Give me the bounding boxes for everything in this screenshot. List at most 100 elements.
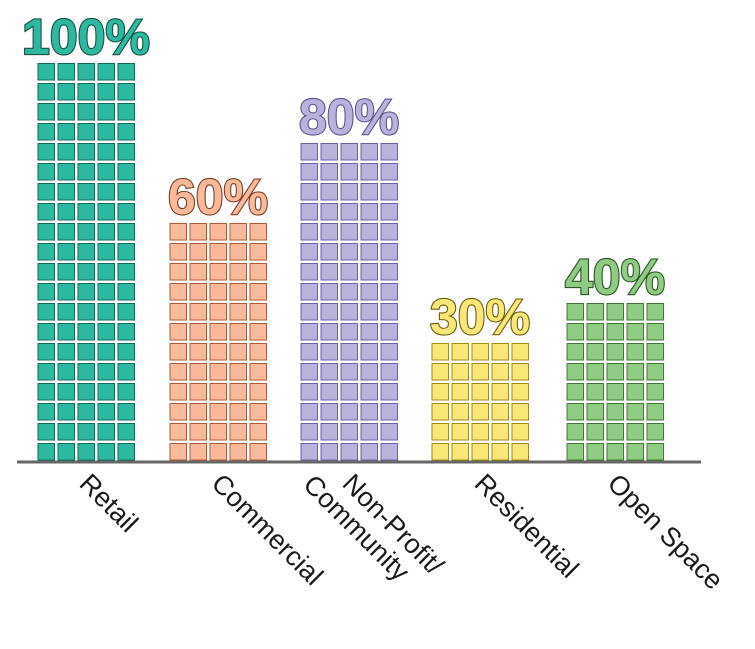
waffle-cell	[566, 423, 584, 441]
waffle-cell	[340, 303, 358, 321]
waffle-cell	[586, 443, 604, 461]
waffle-cell	[117, 403, 135, 421]
waffle-cell	[117, 123, 135, 141]
waffle-cell	[300, 403, 318, 421]
waffle-cell	[511, 443, 529, 461]
waffle-cell	[626, 423, 644, 441]
waffle-cell	[169, 383, 187, 401]
waffle-cell	[511, 403, 529, 421]
waffle-cell	[360, 243, 378, 261]
waffle-cell	[340, 263, 358, 281]
waffle-cell	[169, 343, 187, 361]
waffle-cell	[431, 443, 449, 461]
waffle-cell	[249, 283, 267, 301]
waffle-cell	[77, 323, 95, 341]
waffle-cell	[340, 443, 358, 461]
waffle-cell	[471, 363, 489, 381]
waffle-cell	[340, 283, 358, 301]
waffle-cell	[209, 403, 227, 421]
waffle-cell	[77, 263, 95, 281]
waffle-cell	[57, 223, 75, 241]
waffle-cell	[169, 243, 187, 261]
waffle-cell	[380, 263, 398, 281]
waffle-cell	[431, 423, 449, 441]
waffle-cell	[566, 443, 584, 461]
waffle-cell	[57, 63, 75, 81]
waffle-cell	[249, 443, 267, 461]
waffle-cell	[229, 343, 247, 361]
waffle-cell	[117, 283, 135, 301]
waffle-cell	[97, 363, 115, 381]
waffle-cell	[57, 403, 75, 421]
waffle-cell	[209, 443, 227, 461]
waffle-cell	[300, 303, 318, 321]
waffle-cell	[37, 383, 55, 401]
waffle-cell	[77, 423, 95, 441]
bar	[37, 63, 135, 461]
waffle-cell	[300, 143, 318, 161]
waffle-cell	[97, 203, 115, 221]
waffle-cell	[300, 203, 318, 221]
waffle-cell	[340, 223, 358, 241]
waffle-cell	[320, 443, 338, 461]
waffle-cell	[380, 403, 398, 421]
waffle-cell	[491, 363, 509, 381]
waffle-cell	[97, 103, 115, 121]
waffle-cell	[360, 343, 378, 361]
waffle-cell	[360, 423, 378, 441]
waffle-cell	[491, 383, 509, 401]
waffle-cell	[249, 343, 267, 361]
waffle-cell	[77, 203, 95, 221]
value-label: 40%	[565, 249, 665, 305]
waffle-cell	[586, 323, 604, 341]
waffle-cell	[380, 223, 398, 241]
waffle-cell	[169, 323, 187, 341]
waffle-cell	[117, 243, 135, 261]
waffle-cell	[77, 83, 95, 101]
waffle-cell	[491, 343, 509, 361]
waffle-cell	[57, 163, 75, 181]
waffle-cell	[97, 283, 115, 301]
waffle-cell	[320, 263, 338, 281]
waffle-cell	[586, 383, 604, 401]
waffle-cell	[646, 303, 664, 321]
waffle-cell	[37, 123, 55, 141]
waffle-cell	[300, 443, 318, 461]
waffle-cell	[37, 103, 55, 121]
waffle-cell	[57, 83, 75, 101]
waffle-cell	[300, 223, 318, 241]
waffle-cell	[646, 403, 664, 421]
waffle-cell	[566, 323, 584, 341]
waffle-cell	[471, 443, 489, 461]
waffle-cell	[340, 383, 358, 401]
waffle-cell	[320, 383, 338, 401]
category-label: Residential	[469, 468, 585, 584]
waffle-cell	[117, 323, 135, 341]
waffle-cell	[37, 323, 55, 341]
waffle-cell	[77, 143, 95, 161]
waffle-cell	[646, 343, 664, 361]
waffle-cell	[117, 163, 135, 181]
waffle-cell	[97, 423, 115, 441]
waffle-cell	[340, 423, 358, 441]
waffle-cell	[97, 183, 115, 201]
category-labels-group: Retail Commercial Non-Profit/Community Resi…	[74, 468, 729, 595]
value-label: 60%	[168, 169, 268, 225]
waffle-cell	[491, 443, 509, 461]
waffle-cell	[300, 363, 318, 381]
waffle-cell	[340, 183, 358, 201]
waffle-cell	[57, 383, 75, 401]
waffle-cell	[360, 203, 378, 221]
waffle-cell	[320, 403, 338, 421]
waffle-cell	[77, 403, 95, 421]
waffle-cell	[320, 423, 338, 441]
waffle-cell	[229, 223, 247, 241]
bar	[169, 223, 267, 461]
waffle-cell	[300, 163, 318, 181]
waffle-cell	[117, 343, 135, 361]
waffle-cell	[320, 343, 338, 361]
waffle-cell	[431, 403, 449, 421]
waffle-cell	[77, 243, 95, 261]
waffle-cell	[77, 363, 95, 381]
waffle-cell	[229, 443, 247, 461]
